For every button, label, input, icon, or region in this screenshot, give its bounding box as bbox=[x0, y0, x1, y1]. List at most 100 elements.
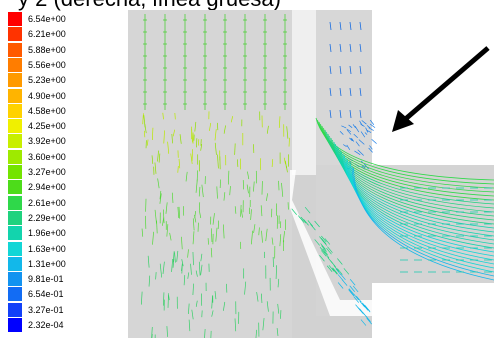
vector-streak bbox=[216, 186, 218, 199]
legend-entry: 2.94e+00 bbox=[8, 180, 66, 195]
vector-streak bbox=[350, 163, 494, 273]
legend-swatch bbox=[8, 149, 22, 164]
legend-entry: 4.25e+00 bbox=[8, 119, 66, 134]
vector-streak bbox=[357, 307, 364, 314]
legend-swatch bbox=[8, 210, 22, 225]
vector-streak bbox=[320, 243, 326, 250]
legend-entry: 9.81e-01 bbox=[8, 272, 64, 287]
vector-streak bbox=[297, 215, 304, 222]
vector-streak bbox=[215, 227, 218, 242]
legend-entry: 1.96e+00 bbox=[8, 226, 66, 241]
vector-streak bbox=[286, 126, 289, 139]
vector-streak bbox=[310, 223, 316, 231]
legend-label: 6.21e+00 bbox=[28, 29, 66, 40]
legend-entry: 6.21e+00 bbox=[8, 27, 66, 42]
vector-streak bbox=[185, 171, 188, 182]
vector-streak bbox=[364, 132, 368, 135]
vector-streak bbox=[282, 231, 285, 243]
vector-streak bbox=[346, 128, 352, 133]
vector-streak bbox=[369, 145, 373, 150]
vector-streak bbox=[190, 263, 192, 275]
vector-streak bbox=[251, 230, 253, 245]
vector-streak bbox=[166, 224, 169, 237]
legend-entry: 3.27e-01 bbox=[8, 302, 64, 317]
vector-streak bbox=[266, 301, 269, 312]
vector-streak bbox=[262, 318, 265, 331]
vector-streak bbox=[348, 288, 355, 295]
legend-swatch bbox=[8, 88, 22, 103]
vector-streak bbox=[171, 192, 174, 203]
vector-streak bbox=[246, 184, 249, 194]
vector-streak bbox=[195, 179, 198, 193]
vector-streak bbox=[348, 124, 353, 128]
vector-streak bbox=[352, 124, 356, 128]
vector-streak bbox=[151, 333, 153, 338]
vector-streak bbox=[349, 21, 352, 31]
vector-streak bbox=[192, 283, 194, 295]
vector-streak bbox=[234, 318, 237, 332]
vector-streak bbox=[326, 247, 332, 255]
legend-label: 4.58e+00 bbox=[28, 105, 66, 116]
vector-streak bbox=[342, 153, 494, 253]
vector-streak bbox=[261, 230, 263, 243]
vector-streak bbox=[210, 330, 212, 338]
legend-swatch bbox=[8, 241, 22, 256]
vector-streak bbox=[163, 292, 165, 306]
vector-streak bbox=[265, 228, 268, 242]
vector-streak bbox=[329, 21, 332, 31]
vector-streak bbox=[187, 272, 190, 279]
vector-streak bbox=[333, 141, 494, 229]
vector-streak bbox=[223, 192, 226, 201]
legend-entry: 5.23e+00 bbox=[8, 73, 66, 88]
vector-streak bbox=[368, 127, 374, 131]
legend-swatch bbox=[8, 272, 22, 287]
legend-swatch bbox=[8, 73, 22, 88]
vector-streak bbox=[339, 65, 342, 75]
vector-streak bbox=[227, 170, 230, 185]
vector-streak bbox=[329, 109, 332, 119]
vector-streak bbox=[327, 246, 333, 253]
vector-streak bbox=[351, 138, 355, 142]
vector-streak bbox=[222, 224, 225, 239]
legend-swatch bbox=[8, 165, 22, 179]
vector-streak bbox=[141, 228, 144, 237]
legend-entry: 6.54e-01 bbox=[8, 287, 64, 302]
vector-streak bbox=[349, 285, 355, 292]
legend-entry: 2.29e+00 bbox=[8, 210, 66, 225]
vector-streak bbox=[178, 206, 181, 219]
vector-streak bbox=[354, 150, 361, 155]
domain-geometry bbox=[128, 10, 494, 338]
vector-streak bbox=[360, 319, 367, 326]
vector-streak bbox=[319, 255, 325, 262]
vector-streak bbox=[194, 214, 197, 223]
vector-streak bbox=[163, 130, 165, 144]
vector-streak bbox=[171, 133, 173, 144]
vector-streak bbox=[349, 279, 356, 286]
vector-streak bbox=[321, 245, 327, 252]
vector-streak bbox=[307, 220, 314, 227]
vector-streak bbox=[350, 138, 354, 141]
vector-streak bbox=[162, 112, 164, 120]
legend-swatch bbox=[8, 103, 22, 118]
vector-streak bbox=[347, 159, 494, 265]
vector-streak bbox=[343, 268, 350, 275]
vector-streak bbox=[234, 206, 237, 214]
legend-swatch bbox=[8, 287, 22, 302]
vector-streak bbox=[329, 43, 332, 53]
vector-streak bbox=[337, 268, 343, 275]
vector-streak bbox=[183, 275, 186, 286]
vector-streak bbox=[361, 120, 367, 125]
vector-streak bbox=[151, 155, 154, 164]
vector-streak bbox=[157, 150, 159, 162]
vector-streak bbox=[276, 328, 279, 336]
vector-streak bbox=[345, 157, 494, 261]
vector-streak bbox=[214, 129, 217, 141]
legend-entry: 6.54e+00 bbox=[8, 12, 66, 26]
vector-streak bbox=[141, 291, 143, 305]
vector-streak bbox=[154, 209, 157, 224]
vector-streak bbox=[147, 255, 150, 268]
vector-streak bbox=[277, 278, 280, 288]
vector-streak bbox=[260, 293, 263, 304]
legend-label: 5.56e+00 bbox=[28, 59, 66, 70]
vector-streak bbox=[217, 154, 219, 169]
